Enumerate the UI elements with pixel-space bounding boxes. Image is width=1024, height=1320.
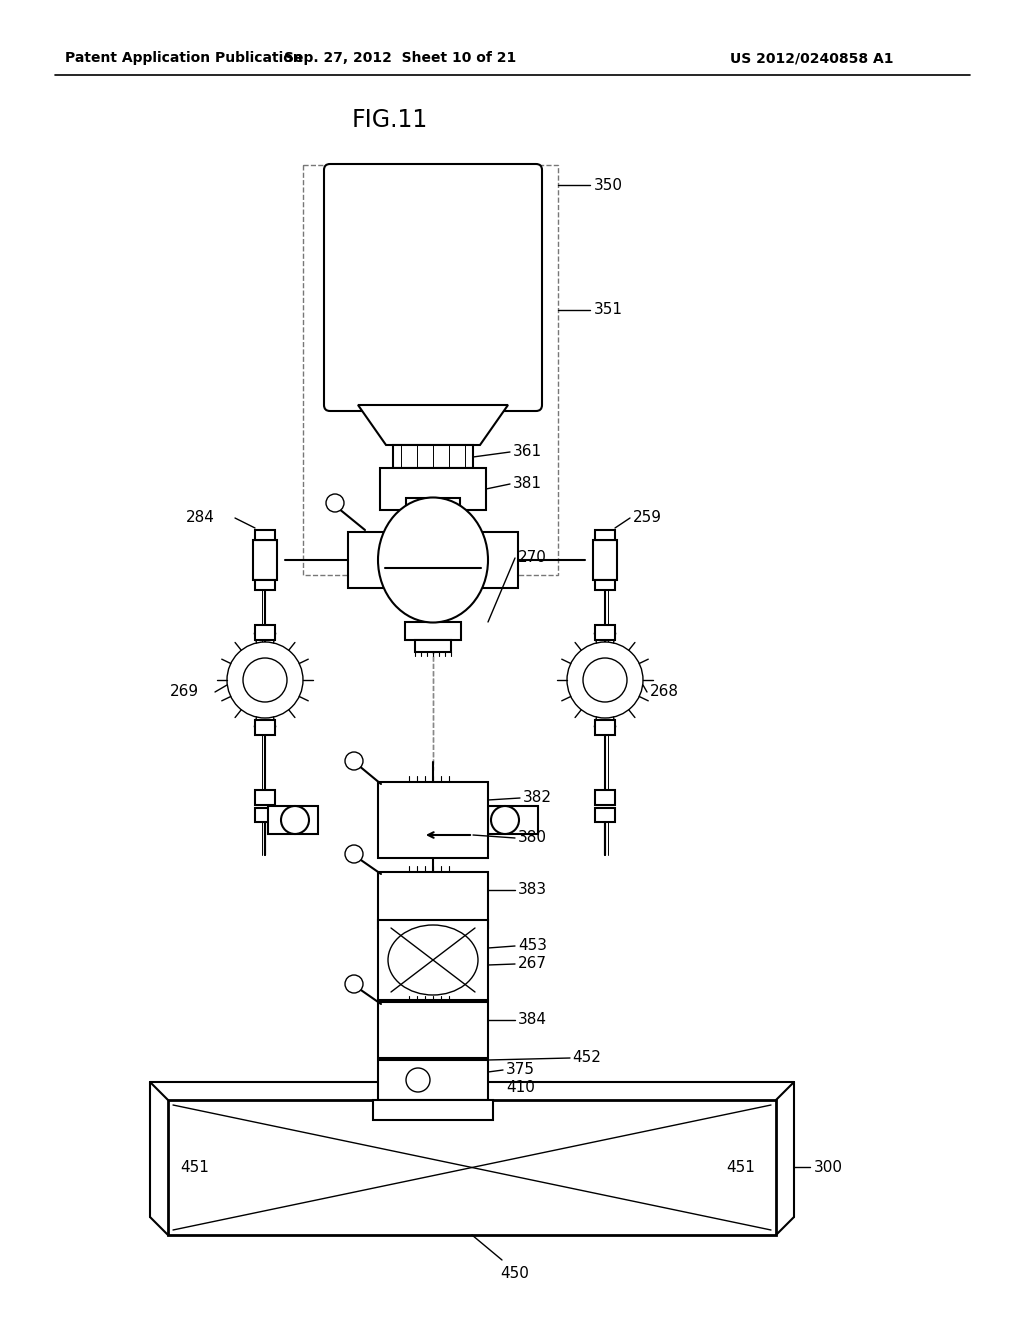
Circle shape — [326, 494, 344, 512]
Bar — [595, 624, 615, 640]
Bar — [255, 579, 275, 590]
Bar — [255, 624, 275, 640]
Bar — [378, 873, 488, 928]
Bar — [255, 808, 275, 822]
Text: 384: 384 — [518, 1012, 547, 1027]
Ellipse shape — [378, 498, 488, 623]
Text: 380: 380 — [518, 830, 547, 846]
Bar — [378, 1060, 488, 1100]
Bar — [378, 920, 488, 1001]
Text: 383: 383 — [518, 883, 547, 898]
Text: Patent Application Publication: Patent Application Publication — [65, 51, 303, 65]
Text: 381: 381 — [513, 477, 542, 491]
Bar — [595, 531, 615, 540]
Bar — [303, 165, 558, 576]
Bar — [488, 807, 538, 834]
Bar — [268, 807, 318, 834]
Bar — [393, 445, 473, 469]
Bar — [255, 789, 275, 805]
Circle shape — [406, 1068, 430, 1092]
Bar — [460, 532, 518, 587]
Text: 453: 453 — [518, 939, 547, 953]
Circle shape — [227, 642, 303, 718]
Bar — [595, 719, 615, 735]
Text: 451: 451 — [180, 1159, 209, 1175]
Bar — [406, 532, 460, 587]
Circle shape — [567, 642, 643, 718]
Bar — [406, 498, 460, 532]
Bar — [595, 789, 615, 805]
Text: 375: 375 — [506, 1063, 535, 1077]
Text: 450: 450 — [500, 1266, 528, 1280]
Text: 259: 259 — [633, 511, 662, 525]
Text: 269: 269 — [170, 685, 199, 700]
Text: 284: 284 — [186, 511, 215, 525]
Circle shape — [345, 845, 362, 863]
Bar — [378, 781, 488, 858]
Text: 270: 270 — [518, 550, 547, 565]
Text: 351: 351 — [594, 302, 623, 318]
Circle shape — [243, 657, 287, 702]
Text: 452: 452 — [572, 1051, 601, 1065]
FancyBboxPatch shape — [324, 164, 542, 411]
Bar — [253, 540, 278, 579]
Bar — [255, 531, 275, 540]
Text: 451: 451 — [726, 1159, 755, 1175]
Bar — [593, 540, 617, 579]
Text: US 2012/0240858 A1: US 2012/0240858 A1 — [730, 51, 894, 65]
Bar — [595, 808, 615, 822]
Polygon shape — [358, 405, 508, 445]
Bar — [378, 1002, 488, 1059]
Circle shape — [281, 807, 309, 834]
Bar — [595, 579, 615, 590]
Text: 382: 382 — [523, 791, 552, 805]
Bar — [168, 1100, 776, 1236]
Circle shape — [583, 657, 627, 702]
Text: 268: 268 — [650, 685, 679, 700]
Circle shape — [345, 752, 362, 770]
Text: 300: 300 — [814, 1159, 843, 1175]
Text: 410: 410 — [506, 1080, 535, 1094]
Bar — [406, 622, 461, 640]
Bar — [415, 640, 451, 652]
Bar — [255, 719, 275, 735]
Text: 267: 267 — [518, 957, 547, 972]
Bar — [380, 469, 486, 510]
Bar — [373, 1100, 493, 1119]
Text: Sep. 27, 2012  Sheet 10 of 21: Sep. 27, 2012 Sheet 10 of 21 — [284, 51, 516, 65]
Text: 361: 361 — [513, 445, 542, 459]
Text: FIG.11: FIG.11 — [352, 108, 428, 132]
Text: 350: 350 — [594, 177, 623, 193]
Circle shape — [345, 975, 362, 993]
Bar — [348, 532, 406, 587]
Ellipse shape — [388, 925, 478, 995]
Circle shape — [490, 807, 519, 834]
